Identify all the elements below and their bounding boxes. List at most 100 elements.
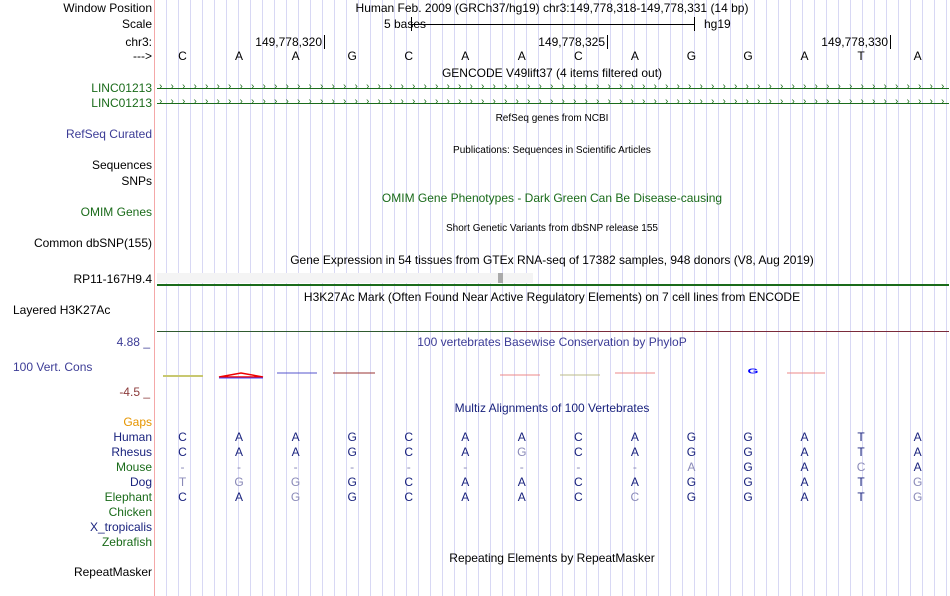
aligned-base: C xyxy=(574,430,583,444)
multiz-title: Multiz Alignments of 100 Vertebrates xyxy=(454,401,650,415)
strand-arrow-icon: › xyxy=(354,81,358,92)
strand-arrow-icon: › xyxy=(699,96,703,107)
strand-arrow-icon: › xyxy=(550,96,554,107)
strand-arrow-icon: › xyxy=(527,96,531,107)
gaps-label[interactable]: Gaps xyxy=(123,415,152,429)
strand-arrow-icon: › xyxy=(722,81,726,92)
strand-arrow-icon: › xyxy=(791,96,795,107)
strand-arrow-icon: › xyxy=(653,96,657,107)
strand-arrow-icon: › xyxy=(515,96,519,107)
strand-arrow-icon: › xyxy=(469,81,473,92)
gencode-item-label[interactable]: LINC01213 xyxy=(91,81,152,95)
species-label-human[interactable]: Human xyxy=(113,430,152,444)
strand-arrow-icon: › xyxy=(803,81,807,92)
strand-arrow-icon: › xyxy=(630,96,634,107)
h3k27ac-baseline xyxy=(157,331,949,332)
aligned-base: A xyxy=(630,475,639,489)
aligned-base: A xyxy=(800,490,809,504)
species-label-elephant[interactable]: Elephant xyxy=(104,490,152,504)
aligned-base: C xyxy=(404,475,414,489)
species-label-mouse[interactable]: Mouse xyxy=(115,460,152,474)
aligned-base: C xyxy=(574,490,583,504)
gene-feature[interactable]: › › › › › › › › › › › › › › › › › › › › › › › › › › › › › › › › › › › › › › › ›… xyxy=(157,96,949,109)
aligned-base: A xyxy=(517,490,526,504)
strand-arrow-icon: › xyxy=(860,81,864,92)
strand-arrow-icon: › xyxy=(895,96,899,107)
strand-arrow-icon: › xyxy=(849,81,853,92)
strand-arrow-icon: › xyxy=(343,96,347,107)
aligned-base: A xyxy=(800,430,809,444)
strand-arrow-icon: › xyxy=(458,96,462,107)
strand-arrow-icon: › xyxy=(251,81,255,92)
strand-arrow-icon: › xyxy=(285,96,289,107)
gtex-label[interactable]: RP11-167H9.4 xyxy=(73,272,153,286)
snps-label[interactable]: SNPs xyxy=(121,174,152,188)
tick-1: 149,778,320 xyxy=(255,35,325,49)
strand-arrow-icon: › xyxy=(941,81,945,92)
gencode-item-label[interactable]: LINC01213 xyxy=(91,96,152,110)
aligned-base: G xyxy=(912,475,923,489)
aligned-base: C xyxy=(574,445,583,459)
species-label-x_tropicalis[interactable]: X_tropicalis xyxy=(89,520,152,534)
strand-arrow-icon: › xyxy=(205,96,209,107)
strand-arrow-icon: › xyxy=(688,81,692,92)
strand-arrow-icon: › xyxy=(159,96,163,107)
phylop-logo-letter: G xyxy=(748,368,759,376)
strand-arrow-icon: › xyxy=(872,96,876,107)
omim-title: OMIM Gene Phenotypes - Dark Green Can Be… xyxy=(381,191,723,205)
reference-base: A xyxy=(913,49,922,63)
scale-bar xyxy=(412,24,695,25)
aligned-base: G xyxy=(290,490,301,504)
strand-arrow-icon: › xyxy=(435,96,439,107)
strand-arrow-icon: › xyxy=(768,96,772,107)
strand-arrow-icon: › xyxy=(607,96,611,107)
strand-arrow-icon: › xyxy=(308,81,312,92)
strand-arrow-icon: › xyxy=(366,96,370,107)
strand-arrow-icon: › xyxy=(584,81,588,92)
tick-2: 149,778,325 xyxy=(538,35,608,49)
aligned-base: - xyxy=(350,460,355,474)
h3k27ac-label[interactable]: Layered H3K27Ac xyxy=(13,303,111,317)
strand-arrow-icon: › xyxy=(469,96,473,107)
species-label-chicken[interactable]: Chicken xyxy=(108,505,152,519)
gene-feature[interactable]: › › › › › › › › › › › › › › › › › › › › › › › › › › › › › › › › › › › › › › › ›… xyxy=(157,81,949,94)
strand-arrow-icon: › xyxy=(745,81,749,92)
reference-base: T xyxy=(857,49,865,63)
aligned-base: A xyxy=(630,445,639,459)
strand-arrow-icon: › xyxy=(826,96,830,107)
gencode-title[interactable]: GENCODE V49lift37 (4 items filtered out) xyxy=(441,66,663,80)
strand-arrow-icon: › xyxy=(653,81,657,92)
strand-arrow-icon: › xyxy=(757,81,761,92)
strand-arrow-icon: › xyxy=(481,96,485,107)
aligned-base: A xyxy=(517,430,526,444)
scale-label: Scale xyxy=(121,17,152,31)
reference-base: G xyxy=(347,49,357,63)
aligned-base: G xyxy=(517,445,527,459)
reference-base: A xyxy=(291,49,300,63)
strand-arrow-icon: › xyxy=(412,96,416,107)
phylop-max: 4.88 _ xyxy=(116,335,150,349)
strand-arrow-icon: › xyxy=(849,96,853,107)
repeatmasker-label[interactable]: RepeatMasker xyxy=(73,565,152,579)
strand-arrow-icon: › xyxy=(366,81,370,92)
aligned-base: C xyxy=(630,490,640,504)
species-label-zebrafish[interactable]: Zebrafish xyxy=(101,535,152,549)
aligned-base: T xyxy=(178,475,187,489)
gtex-bar[interactable] xyxy=(498,273,503,283)
reference-base: G xyxy=(743,49,753,63)
dbsnp-label[interactable]: Common dbSNP(155) xyxy=(33,236,152,250)
strand-arrow-icon: › xyxy=(734,81,738,92)
aligned-base: - xyxy=(293,460,298,474)
reference-base: A xyxy=(800,49,809,63)
aligned-base: C xyxy=(178,445,187,459)
sequences-label[interactable]: Sequences xyxy=(91,158,152,172)
species-label-rhesus[interactable]: Rhesus xyxy=(111,445,152,459)
omim-label[interactable]: OMIM Genes xyxy=(80,205,152,219)
species-label-dog[interactable]: Dog xyxy=(129,475,152,489)
tick-3: 149,778,330 xyxy=(821,35,891,49)
aligned-base: - xyxy=(406,460,411,474)
refseq-label[interactable]: RefSeq Curated xyxy=(65,127,152,141)
strand-arrow-icon: › xyxy=(205,81,209,92)
phylop-label[interactable]: 100 Vert. Cons xyxy=(13,360,93,374)
aligned-base: A xyxy=(517,475,526,489)
